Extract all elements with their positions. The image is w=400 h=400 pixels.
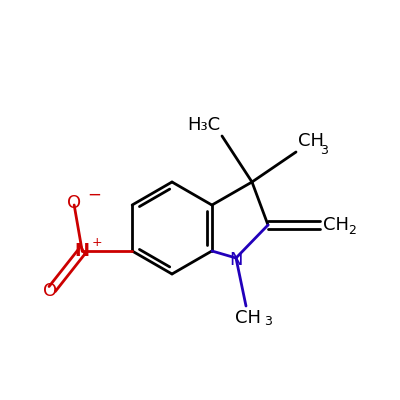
Text: CH: CH (235, 309, 261, 327)
Text: H₃C: H₃C (187, 116, 220, 134)
Text: N: N (229, 251, 243, 269)
Text: CH: CH (323, 216, 349, 234)
Text: 3: 3 (264, 315, 272, 328)
Text: O: O (43, 282, 57, 300)
Text: N: N (75, 242, 90, 260)
Text: +: + (91, 236, 102, 250)
Text: −: − (87, 186, 101, 204)
Text: CH: CH (298, 132, 324, 150)
Text: 2: 2 (348, 224, 356, 238)
Text: O: O (67, 194, 81, 212)
Text: 3: 3 (320, 144, 328, 157)
